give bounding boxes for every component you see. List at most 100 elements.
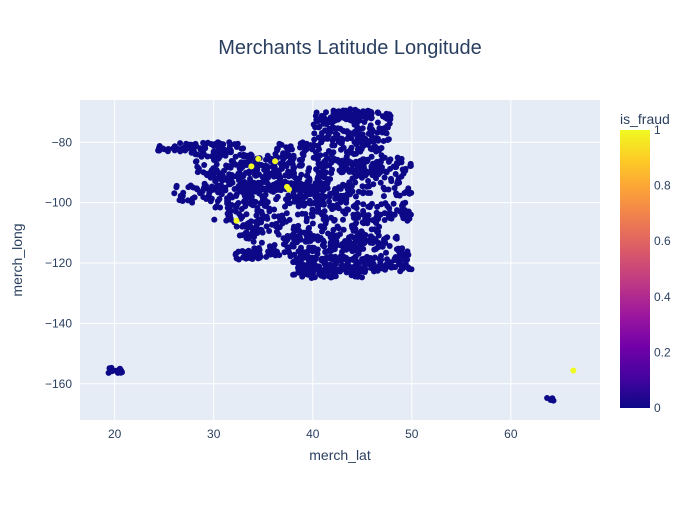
data-point bbox=[310, 265, 317, 272]
data-point bbox=[357, 268, 363, 275]
data-point bbox=[341, 167, 348, 174]
data-point bbox=[325, 130, 332, 137]
data-point bbox=[348, 233, 355, 240]
data-point bbox=[200, 194, 207, 201]
y-tick-label: −80 bbox=[52, 135, 73, 149]
data-point bbox=[361, 240, 368, 247]
data-point bbox=[228, 172, 235, 178]
data-point bbox=[364, 156, 371, 163]
data-point bbox=[393, 233, 400, 240]
data-point bbox=[286, 200, 293, 207]
colorbar bbox=[620, 130, 650, 408]
data-point bbox=[384, 124, 391, 131]
data-point bbox=[320, 273, 327, 280]
data-point bbox=[349, 248, 356, 255]
data-point bbox=[228, 158, 235, 164]
data-point bbox=[303, 233, 310, 239]
data-point bbox=[343, 199, 350, 206]
fraud-data-point bbox=[233, 217, 240, 224]
colorbar-tick-label: 0 bbox=[654, 401, 661, 415]
data-point bbox=[223, 175, 230, 182]
data-point bbox=[303, 218, 310, 225]
data-point bbox=[338, 157, 345, 164]
data-point bbox=[237, 160, 244, 167]
data-point bbox=[282, 154, 288, 161]
data-point bbox=[235, 248, 242, 255]
data-point bbox=[105, 369, 112, 376]
data-point bbox=[315, 202, 322, 209]
data-point bbox=[297, 144, 303, 151]
data-point bbox=[310, 258, 317, 265]
data-point bbox=[184, 197, 191, 204]
data-point bbox=[281, 249, 288, 256]
data-point bbox=[317, 223, 324, 230]
fraud-data-point bbox=[286, 186, 292, 193]
data-point bbox=[354, 160, 361, 167]
data-point bbox=[388, 178, 395, 185]
fraud-data-point bbox=[570, 367, 577, 374]
data-point bbox=[287, 155, 294, 162]
data-point bbox=[339, 263, 346, 270]
data-point bbox=[227, 215, 234, 222]
data-point bbox=[390, 163, 397, 170]
data-point bbox=[373, 159, 380, 166]
data-point bbox=[263, 213, 270, 220]
data-point bbox=[371, 246, 378, 253]
data-point bbox=[374, 119, 381, 126]
data-point bbox=[329, 142, 336, 149]
data-point bbox=[279, 220, 286, 227]
data-point bbox=[315, 174, 321, 181]
data-point bbox=[301, 267, 308, 274]
data-point bbox=[194, 151, 201, 158]
data-point bbox=[359, 274, 365, 281]
data-point bbox=[334, 223, 341, 230]
data-point bbox=[269, 251, 275, 258]
data-point bbox=[202, 141, 209, 148]
fraud-data-point bbox=[248, 163, 255, 170]
data-point bbox=[211, 216, 218, 223]
data-point bbox=[365, 110, 372, 117]
data-point bbox=[247, 189, 254, 196]
data-point bbox=[312, 149, 319, 156]
data-point bbox=[282, 203, 288, 210]
data-point bbox=[226, 139, 233, 146]
data-point bbox=[337, 192, 344, 199]
data-point bbox=[396, 192, 403, 199]
data-point bbox=[270, 168, 277, 175]
data-point bbox=[385, 136, 392, 143]
data-point bbox=[347, 256, 354, 263]
data-point bbox=[304, 180, 311, 187]
data-point bbox=[304, 254, 311, 261]
data-point bbox=[373, 147, 380, 154]
colorbar-tick-label: 0.2 bbox=[654, 345, 671, 359]
data-point bbox=[359, 211, 366, 218]
data-point bbox=[310, 154, 317, 161]
x-tick-label: 50 bbox=[405, 427, 419, 441]
y-axis-ticks: −80 −100 −120 −140 −160 bbox=[45, 135, 72, 391]
data-point bbox=[289, 160, 296, 167]
data-point bbox=[397, 254, 404, 261]
data-point bbox=[348, 222, 355, 229]
data-point bbox=[243, 162, 250, 168]
data-point bbox=[240, 190, 247, 197]
data-point bbox=[206, 187, 213, 194]
colorbar-tick-label: 0.8 bbox=[654, 179, 671, 193]
data-point bbox=[371, 226, 378, 233]
data-point bbox=[244, 234, 251, 241]
data-point bbox=[283, 210, 290, 217]
data-point bbox=[340, 216, 346, 223]
data-point bbox=[234, 201, 241, 208]
fraud-data-point bbox=[255, 155, 262, 162]
x-tick-label: 60 bbox=[504, 427, 518, 441]
data-point bbox=[335, 108, 342, 115]
data-point bbox=[326, 198, 333, 205]
data-point bbox=[378, 263, 385, 270]
data-point bbox=[314, 246, 321, 253]
data-point bbox=[253, 188, 260, 195]
data-point bbox=[377, 243, 384, 250]
data-point bbox=[269, 221, 275, 228]
data-point bbox=[328, 247, 335, 254]
data-point bbox=[340, 256, 347, 263]
data-point bbox=[318, 116, 325, 123]
data-point bbox=[263, 253, 270, 260]
